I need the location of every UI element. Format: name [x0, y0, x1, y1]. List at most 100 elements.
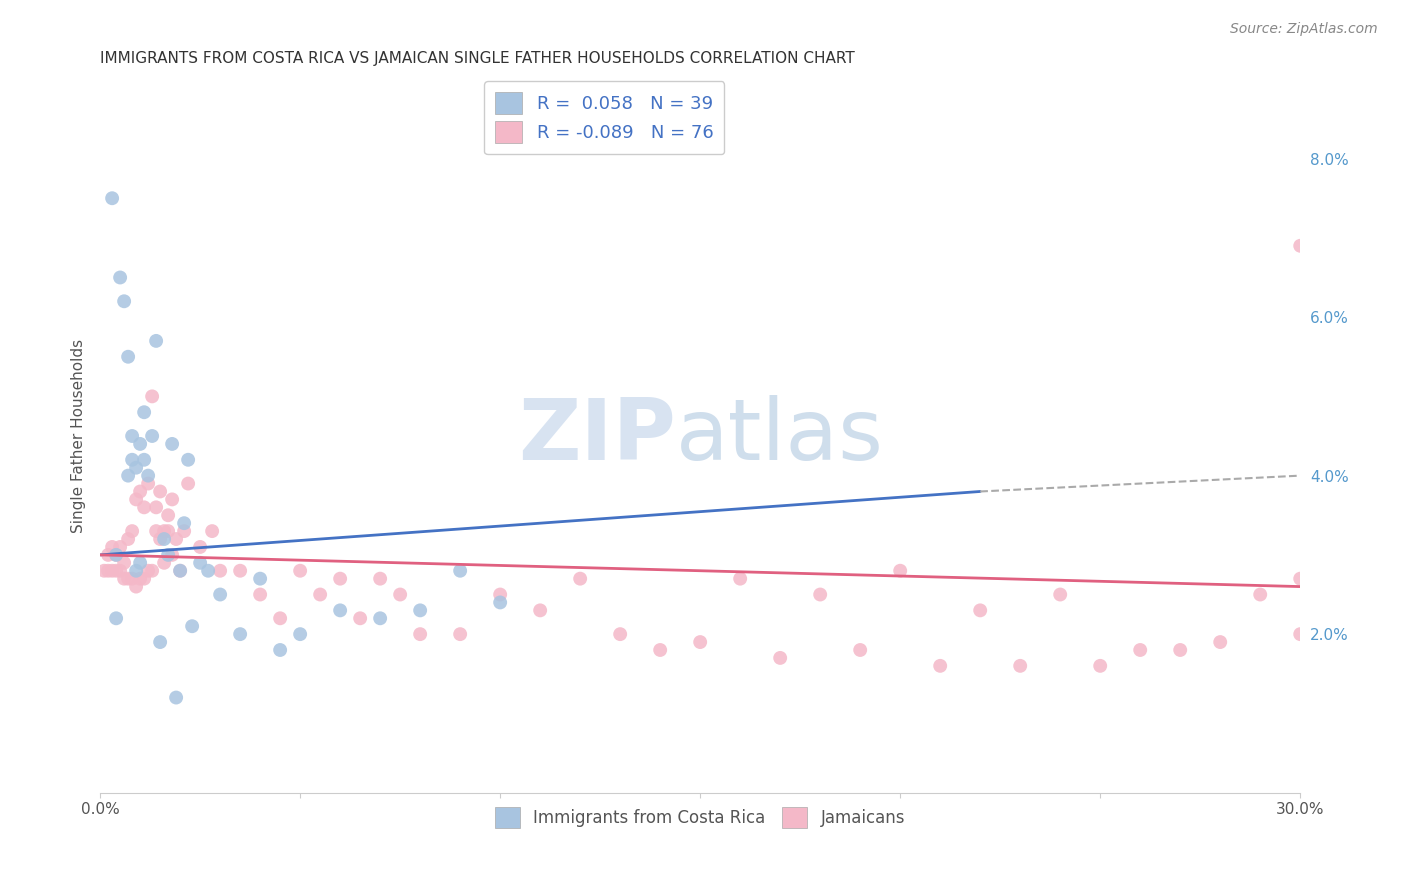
- Point: [129, 572, 152, 586]
- Point: [160, 492, 183, 507]
- Point: [97, 548, 120, 562]
- Point: [153, 556, 176, 570]
- Point: [249, 587, 271, 601]
- Point: [1129, 643, 1152, 657]
- Point: [121, 452, 143, 467]
- Point: [173, 516, 195, 531]
- Point: [136, 564, 159, 578]
- Point: [117, 350, 139, 364]
- Point: [101, 564, 124, 578]
- Point: [808, 587, 831, 601]
- Point: [149, 484, 172, 499]
- Point: [93, 564, 115, 578]
- Point: [288, 627, 311, 641]
- Point: [329, 572, 352, 586]
- Point: [117, 572, 139, 586]
- Point: [149, 635, 172, 649]
- Point: [329, 603, 352, 617]
- Y-axis label: Single Father Households: Single Father Households: [72, 339, 86, 533]
- Point: [449, 627, 471, 641]
- Point: [157, 524, 180, 538]
- Point: [145, 500, 167, 515]
- Point: [349, 611, 371, 625]
- Point: [129, 437, 152, 451]
- Point: [1289, 627, 1312, 641]
- Point: [969, 603, 991, 617]
- Text: IMMIGRANTS FROM COSTA RICA VS JAMAICAN SINGLE FATHER HOUSEHOLDS CORRELATION CHAR: IMMIGRANTS FROM COSTA RICA VS JAMAICAN S…: [100, 51, 855, 66]
- Point: [177, 452, 200, 467]
- Point: [650, 643, 672, 657]
- Point: [134, 405, 156, 419]
- Point: [368, 572, 391, 586]
- Point: [1049, 587, 1071, 601]
- Point: [609, 627, 631, 641]
- Point: [134, 572, 156, 586]
- Point: [368, 611, 391, 625]
- Point: [125, 460, 148, 475]
- Point: [105, 564, 128, 578]
- Point: [1090, 658, 1112, 673]
- Point: [169, 564, 191, 578]
- Point: [201, 524, 224, 538]
- Point: [489, 595, 512, 609]
- Point: [1249, 587, 1271, 601]
- Point: [134, 500, 156, 515]
- Point: [1289, 572, 1312, 586]
- Point: [157, 508, 180, 523]
- Point: [136, 468, 159, 483]
- Point: [141, 429, 163, 443]
- Point: [112, 294, 135, 309]
- Point: [197, 564, 219, 578]
- Point: [153, 524, 176, 538]
- Point: [121, 429, 143, 443]
- Point: [1209, 635, 1232, 649]
- Point: [129, 484, 152, 499]
- Point: [125, 564, 148, 578]
- Point: [409, 627, 432, 641]
- Point: [188, 556, 211, 570]
- Point: [269, 643, 291, 657]
- Point: [1289, 239, 1312, 253]
- Point: [145, 524, 167, 538]
- Point: [889, 564, 911, 578]
- Point: [177, 476, 200, 491]
- Point: [1010, 658, 1032, 673]
- Point: [229, 564, 252, 578]
- Point: [105, 548, 128, 562]
- Point: [269, 611, 291, 625]
- Point: [117, 468, 139, 483]
- Point: [145, 334, 167, 348]
- Point: [569, 572, 592, 586]
- Point: [849, 643, 872, 657]
- Point: [229, 627, 252, 641]
- Point: [689, 635, 711, 649]
- Point: [105, 548, 128, 562]
- Point: [125, 580, 148, 594]
- Legend: Immigrants from Costa Rica, Jamaicans: Immigrants from Costa Rica, Jamaicans: [488, 801, 912, 834]
- Point: [117, 532, 139, 546]
- Point: [141, 564, 163, 578]
- Point: [160, 548, 183, 562]
- Point: [108, 540, 131, 554]
- Point: [125, 492, 148, 507]
- Point: [769, 651, 792, 665]
- Point: [105, 611, 128, 625]
- Point: [160, 437, 183, 451]
- Point: [108, 270, 131, 285]
- Point: [1168, 643, 1191, 657]
- Point: [136, 476, 159, 491]
- Point: [489, 587, 512, 601]
- Point: [97, 564, 120, 578]
- Point: [169, 564, 191, 578]
- Point: [108, 564, 131, 578]
- Point: [149, 532, 172, 546]
- Point: [101, 540, 124, 554]
- Point: [112, 556, 135, 570]
- Point: [153, 532, 176, 546]
- Point: [288, 564, 311, 578]
- Point: [121, 572, 143, 586]
- Point: [188, 540, 211, 554]
- Point: [209, 564, 232, 578]
- Point: [728, 572, 751, 586]
- Point: [101, 191, 124, 205]
